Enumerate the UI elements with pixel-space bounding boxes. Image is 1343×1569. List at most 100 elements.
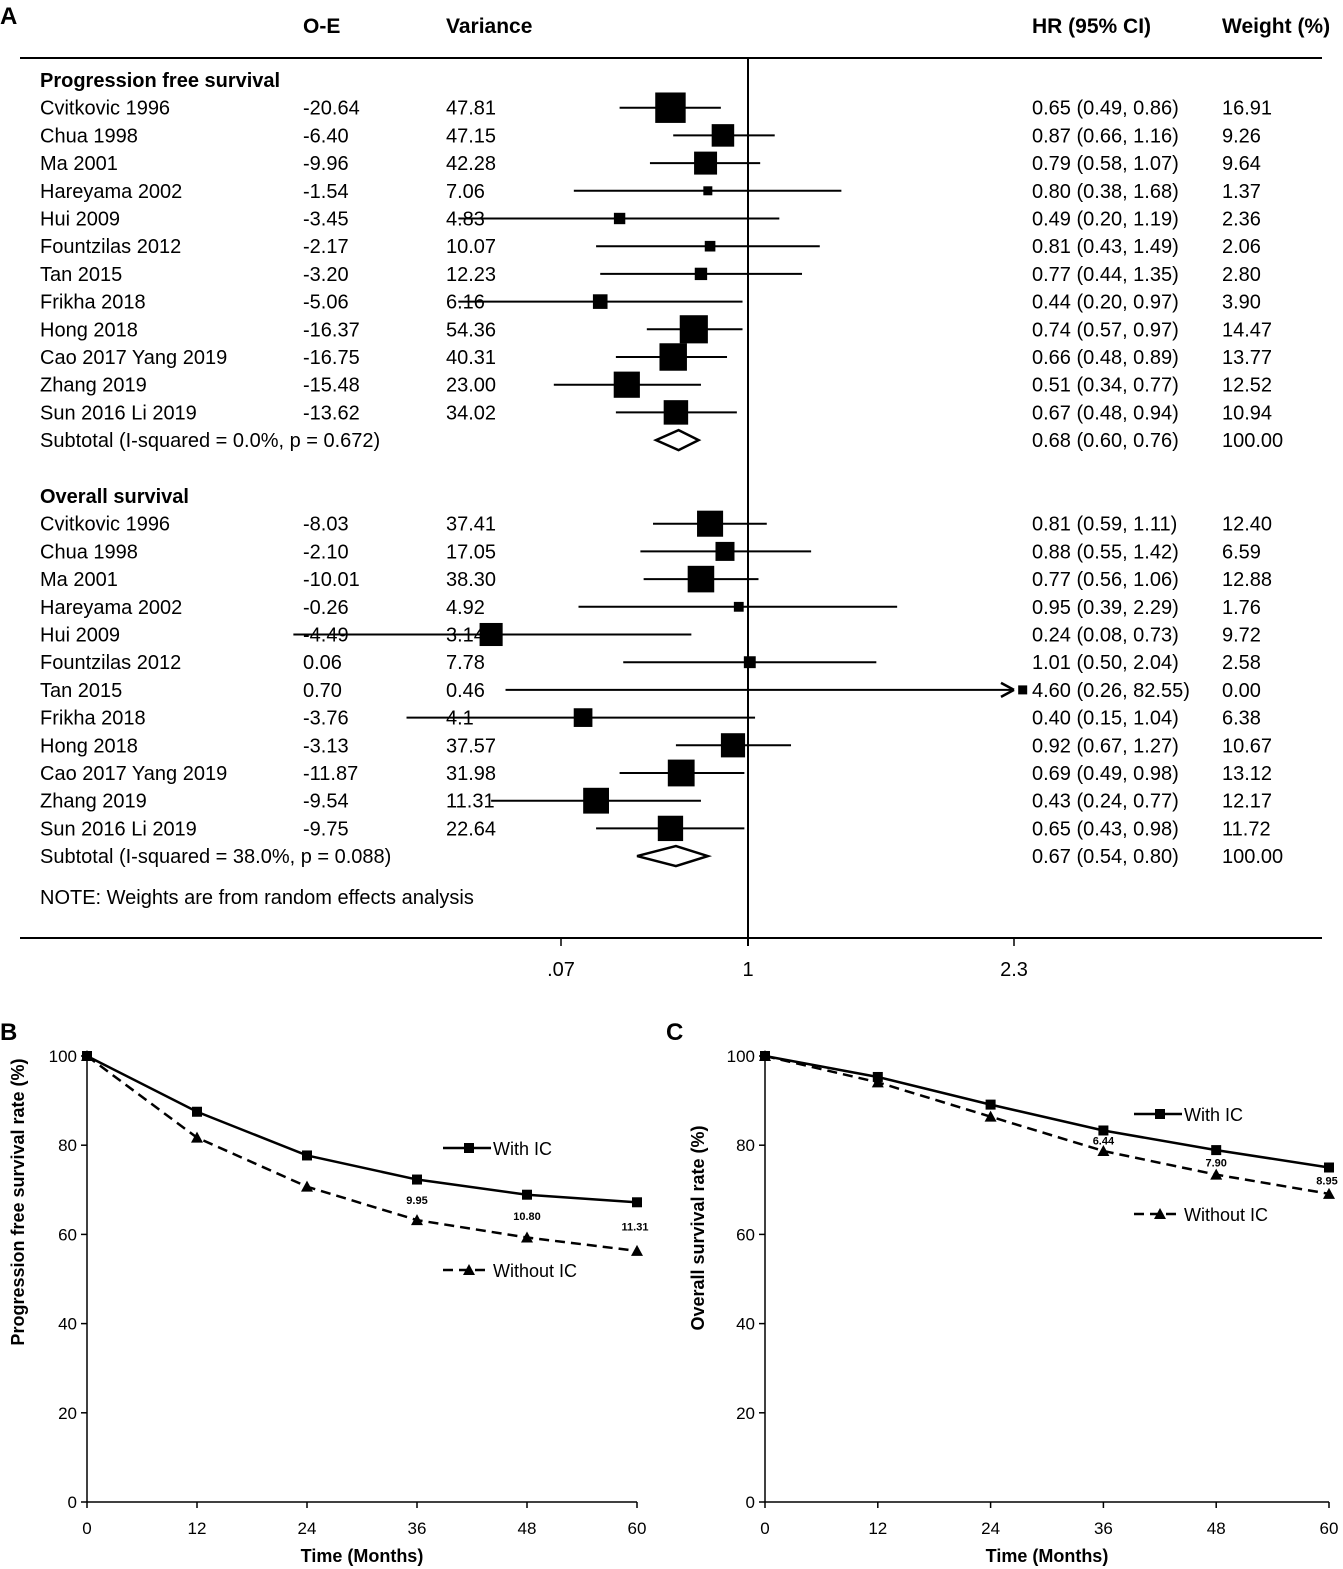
y-tick-label: 40	[736, 1315, 755, 1334]
point-estimate	[1018, 685, 1028, 695]
variance-value: 38.30	[446, 569, 496, 591]
y-axis-title: Overall survival rate (%)	[688, 1125, 708, 1330]
axis-tick-label: .07	[547, 959, 575, 981]
legend-label: With IC	[493, 1139, 552, 1159]
oe-value: -16.37	[303, 319, 360, 341]
weight-value: 1.76	[1222, 597, 1261, 619]
study-name: Sun 2016 Li 2019	[40, 402, 197, 424]
study-name: Fountzilas 2012	[40, 236, 181, 258]
study-name: Sun 2016 Li 2019	[40, 818, 197, 840]
axis-tick-label: 2.3	[1000, 959, 1028, 981]
data-point	[522, 1189, 532, 1200]
legend-marker	[1155, 1109, 1165, 1119]
x-tick-label: 48	[518, 1519, 537, 1538]
hr-ci-value: 0.80 (0.38, 1.68)	[1032, 181, 1179, 203]
point-estimate	[583, 787, 609, 814]
weight-value: 3.90	[1222, 292, 1261, 314]
data-point	[81, 1050, 93, 1061]
x-tick-label: 36	[1094, 1519, 1113, 1538]
study-name: Frikha 2018	[40, 292, 146, 314]
weight-value: 2.80	[1222, 264, 1261, 286]
oe-value: 0.70	[303, 680, 342, 702]
ci-arrow	[1000, 681, 1015, 699]
study-name: Hui 2009	[40, 209, 120, 231]
oe-value: 0.06	[303, 652, 342, 674]
difference-label: 10.80	[513, 1211, 541, 1223]
oe-value: -10.01	[303, 569, 360, 591]
hr-ci-value: 0.65 (0.49, 0.86)	[1032, 98, 1179, 120]
data-point	[759, 1050, 771, 1061]
hr-ci-value: 0.77 (0.44, 1.35)	[1032, 264, 1179, 286]
point-estimate	[679, 315, 708, 344]
hr-ci-value: 0.74 (0.57, 0.97)	[1032, 319, 1179, 341]
study-name: Ma 2001	[40, 569, 118, 591]
hr-ci-value: 0.40 (0.15, 1.04)	[1032, 708, 1179, 730]
weight-value: 9.26	[1222, 125, 1261, 147]
hr-ci-value: 4.60 (0.26, 82.55)	[1032, 680, 1190, 702]
variance-value: 37.41	[446, 514, 496, 536]
variance-value: 31.98	[446, 763, 496, 785]
legend-label: Without IC	[493, 1261, 577, 1281]
difference-label: 8.95	[1316, 1176, 1337, 1188]
x-axis-title: Time (Months)	[986, 1546, 1109, 1566]
data-point	[1324, 1162, 1334, 1173]
oe-value: -2.17	[303, 236, 349, 258]
weight-value: 10.67	[1222, 735, 1272, 757]
point-estimate	[743, 656, 756, 669]
axis-tick-label: 1	[742, 959, 753, 981]
data-point	[871, 1076, 884, 1088]
pfs-chart: B Progression free survival rate (%) Tim…	[0, 1019, 648, 1566]
y-tick-label: 20	[736, 1404, 755, 1423]
legend-marker	[463, 1264, 475, 1275]
y-tick-label: 60	[736, 1225, 755, 1244]
oe-value: -9.54	[303, 791, 349, 813]
hr-ci-value: 0.81 (0.43, 1.49)	[1032, 236, 1179, 258]
hr-ci-value: 0.68 (0.60, 0.76)	[1032, 430, 1179, 452]
x-tick-label: 12	[868, 1519, 887, 1538]
hr-ci-value: 0.69 (0.49, 0.98)	[1032, 763, 1179, 785]
variance-value: 47.15	[446, 125, 496, 147]
data-point	[632, 1197, 642, 1208]
point-estimate	[657, 815, 684, 842]
col-header-variance: Variance	[446, 15, 532, 38]
oe-value: -5.06	[303, 292, 349, 314]
oe-value: -11.87	[303, 763, 358, 785]
footnote: NOTE: Weights are from random effects an…	[40, 887, 474, 909]
point-estimate	[573, 708, 593, 727]
weight-value: 13.77	[1222, 347, 1272, 369]
data-point	[1210, 1168, 1223, 1180]
difference-label: 9.95	[406, 1195, 427, 1207]
variance-value: 10.07	[446, 236, 496, 258]
weight-value: 100.00	[1222, 430, 1283, 452]
variance-value: 54.36	[446, 319, 496, 341]
oe-value: -0.26	[303, 597, 349, 619]
weight-value: 14.47	[1222, 319, 1272, 341]
point-estimate	[704, 240, 716, 252]
hr-ci-value: 0.81 (0.59, 1.11)	[1032, 514, 1177, 536]
data-point	[301, 1180, 313, 1192]
pooled-diamond	[652, 428, 702, 452]
hr-ci-value: 0.44 (0.20, 0.97)	[1032, 292, 1179, 314]
oe-value: -13.62	[303, 402, 360, 424]
variance-value: 23.00	[446, 375, 496, 397]
point-estimate	[703, 186, 713, 196]
y-tick-label: 80	[58, 1136, 77, 1155]
study-name: Cao 2017 Yang 2019	[40, 763, 227, 785]
oe-value: -3.13	[303, 735, 349, 757]
oe-value: -20.64	[303, 98, 360, 120]
variance-value: 7.78	[446, 652, 485, 674]
weight-value: 6.38	[1222, 708, 1261, 730]
y-tick-label: 100	[49, 1047, 77, 1066]
forest-plot: A O-E Variance HR (95% CI) Weight (%) .0…	[0, 3, 1330, 981]
study-name: Hareyama 2002	[40, 181, 182, 203]
weight-value: 1.37	[1222, 181, 1261, 203]
weight-value: 2.58	[1222, 652, 1261, 674]
study-name: Ma 2001	[40, 153, 118, 175]
data-point	[192, 1106, 202, 1117]
y-tick-label: 20	[58, 1404, 77, 1423]
x-tick-label: 24	[981, 1519, 1000, 1538]
point-estimate	[613, 371, 640, 398]
hr-ci-value: 1.01 (0.50, 2.04)	[1032, 652, 1179, 674]
weight-value: 2.06	[1222, 236, 1261, 258]
